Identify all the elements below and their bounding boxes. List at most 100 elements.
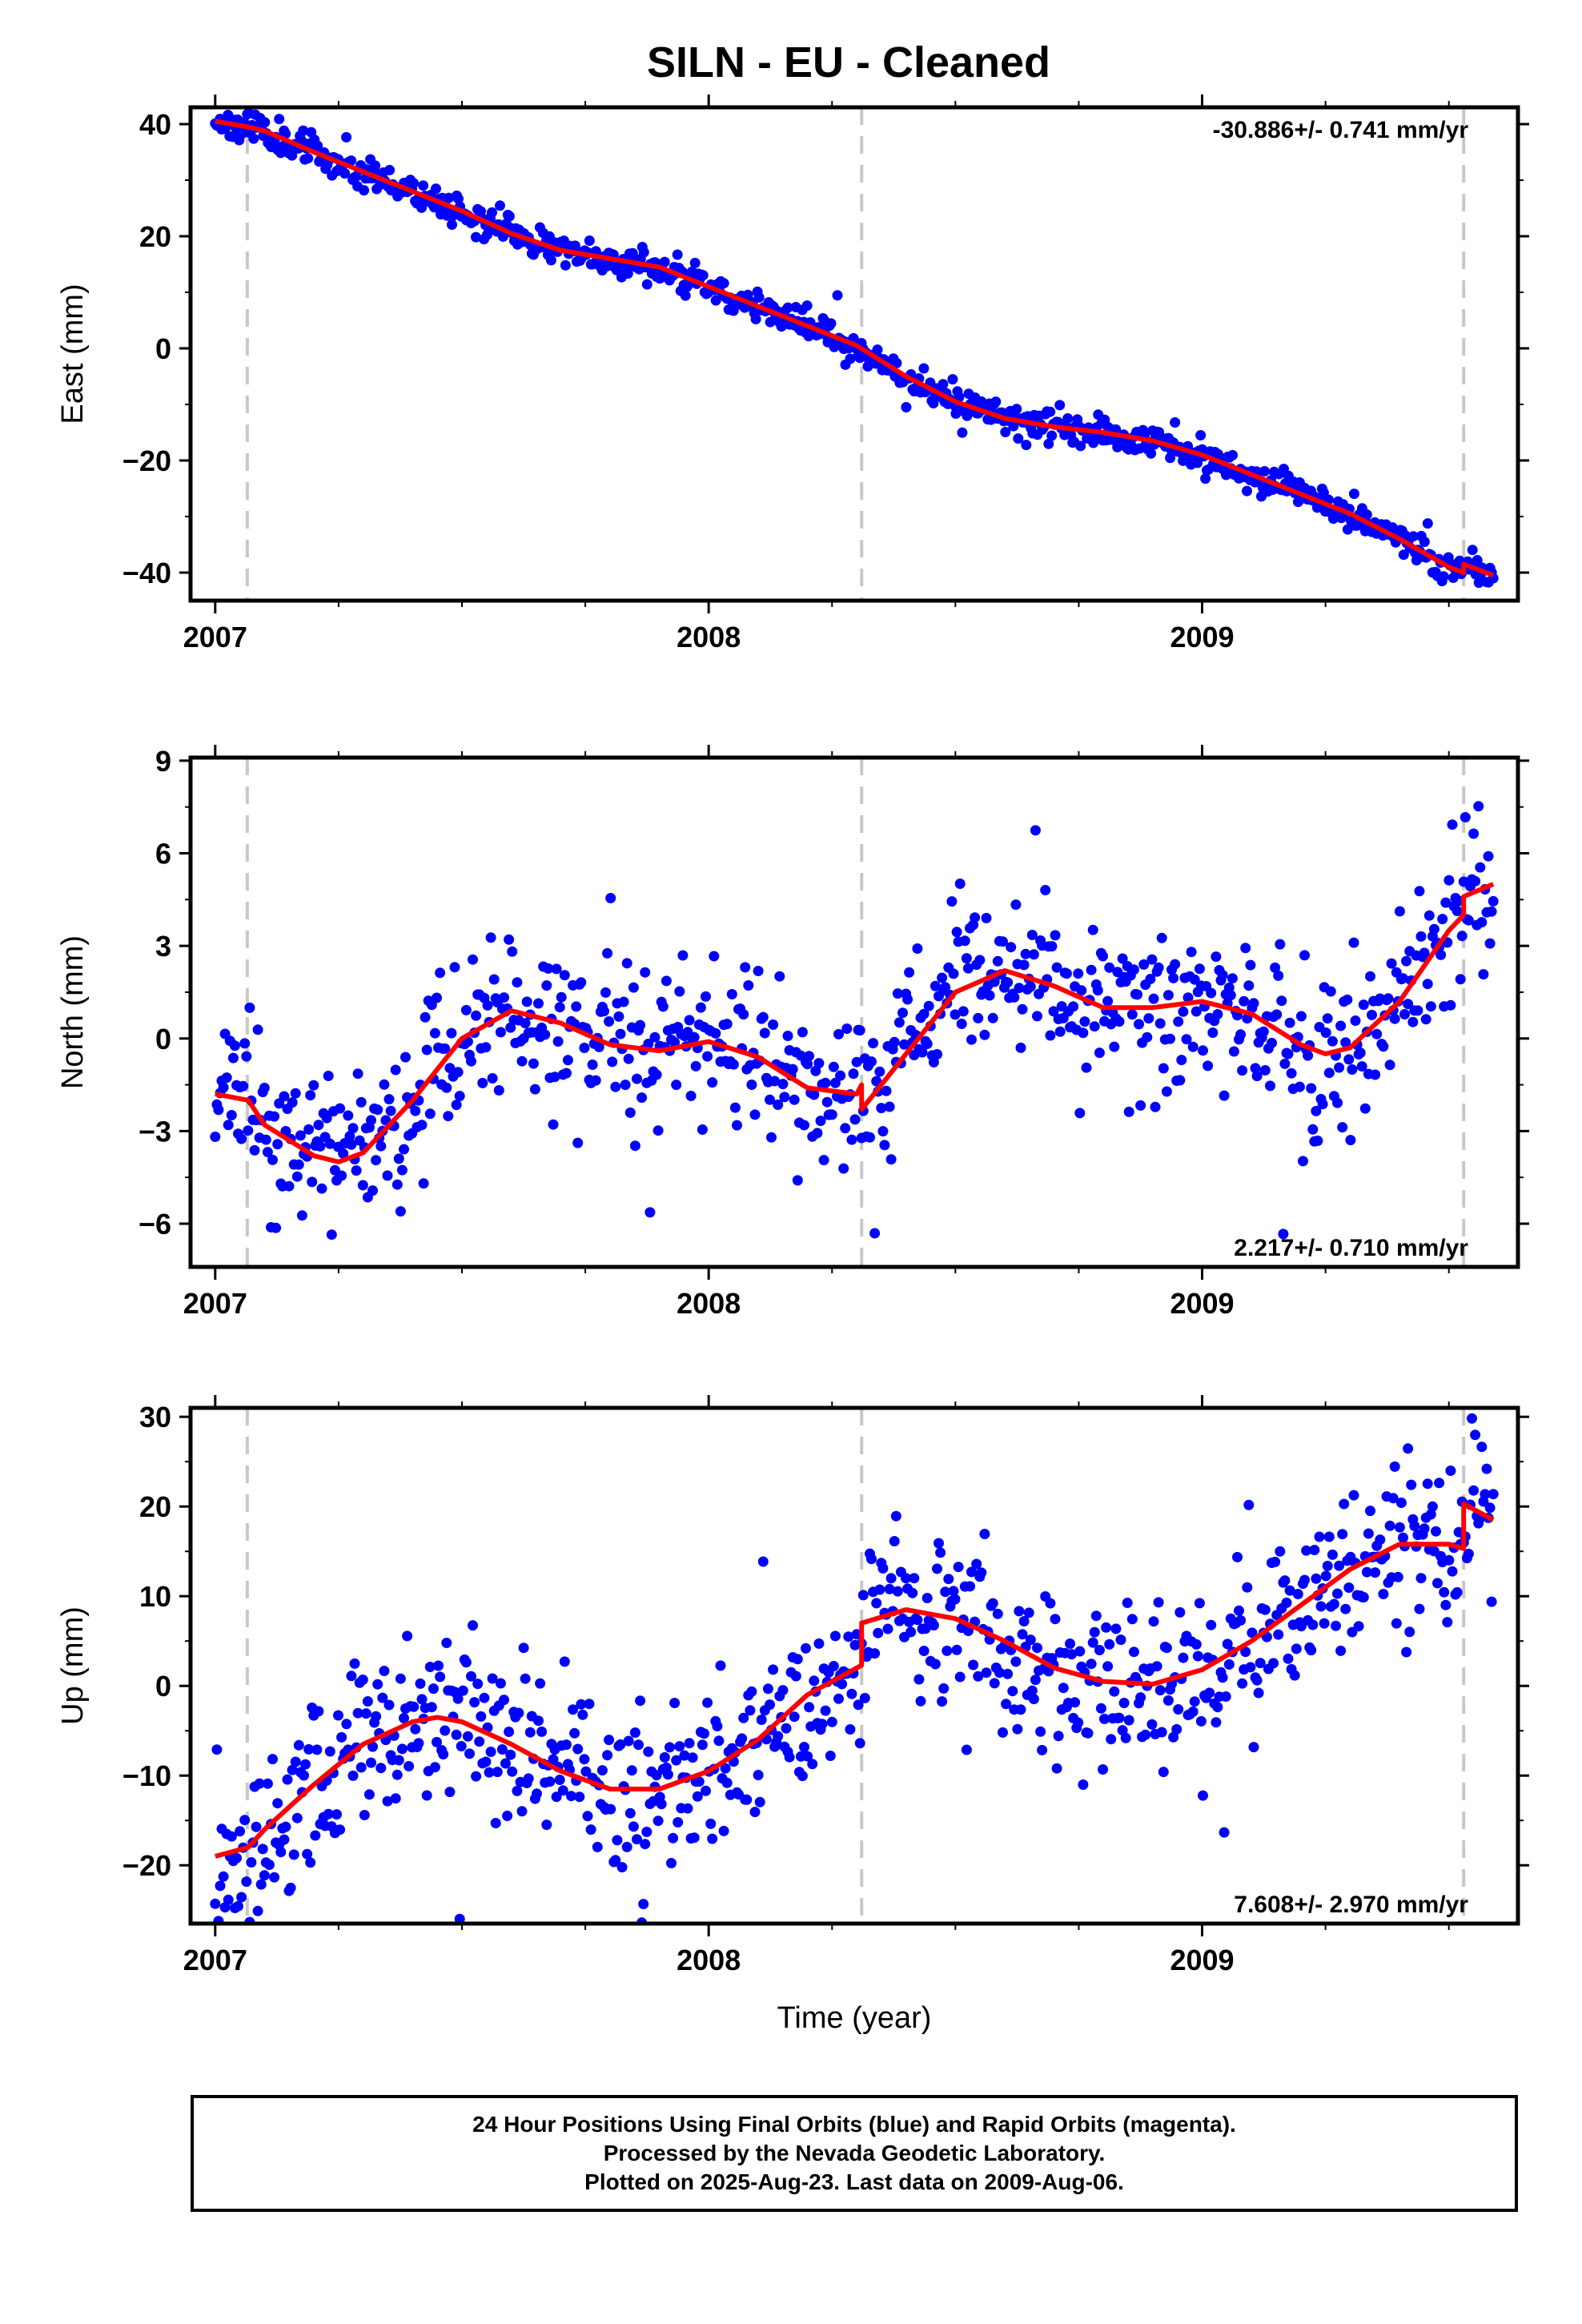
data-point [520, 1673, 531, 1684]
data-point [629, 1140, 640, 1152]
y-axis-label: Up (mm) [56, 1606, 90, 1725]
data-point [227, 1052, 239, 1063]
data-point [1126, 1614, 1138, 1625]
data-point [702, 1051, 713, 1062]
y-tick-label: −6 [139, 1208, 171, 1240]
data-point [357, 1675, 368, 1685]
data-point [893, 1017, 905, 1028]
data-point [779, 1092, 790, 1103]
data-point [468, 954, 478, 965]
y-tick-label: −3 [139, 1115, 171, 1148]
data-point [909, 1573, 920, 1584]
data-point [1432, 1578, 1443, 1589]
data-point [1422, 979, 1433, 990]
data-point [1054, 1026, 1066, 1037]
data-point [846, 1134, 857, 1145]
data-point [300, 1759, 311, 1770]
data-point [954, 879, 966, 889]
data-point [375, 1140, 387, 1152]
data-point [241, 1051, 252, 1062]
data-point [718, 278, 729, 289]
data-point [262, 1778, 273, 1789]
data-point [518, 1642, 529, 1654]
data-point [579, 1043, 590, 1053]
data-point [469, 1697, 480, 1708]
data-point [959, 935, 970, 947]
data-point [1340, 1037, 1351, 1048]
data-point [344, 1131, 355, 1142]
data-point [1420, 1014, 1431, 1025]
data-point [689, 1031, 700, 1043]
data-point [1076, 985, 1087, 996]
data-point [973, 1671, 984, 1682]
data-point [1445, 999, 1456, 1011]
data-point [303, 1124, 315, 1135]
data-point [1109, 1041, 1120, 1052]
data-point [246, 1857, 257, 1868]
data-point [1198, 1045, 1208, 1056]
data-point [566, 1791, 576, 1802]
data-point [769, 1076, 781, 1087]
data-point [1211, 1717, 1222, 1728]
data-point [1406, 1479, 1417, 1490]
data-point [299, 1770, 309, 1781]
data-point [661, 975, 672, 987]
data-point [1394, 906, 1405, 917]
data-point [607, 1976, 617, 1987]
data-point [1342, 994, 1353, 1005]
data-point [1292, 1589, 1303, 1599]
data-point [897, 1007, 908, 1019]
data-point [753, 1770, 764, 1780]
data-point [488, 974, 500, 985]
data-point [618, 996, 629, 1007]
data-point [1010, 1656, 1022, 1667]
data-point [1146, 1719, 1158, 1730]
y-tick-label: −20 [122, 1849, 171, 1882]
data-point [260, 1134, 271, 1145]
data-point [901, 1573, 912, 1584]
data-point [347, 1123, 359, 1134]
data-point [1435, 949, 1447, 960]
data-point [987, 1598, 998, 1609]
data-point [673, 1817, 684, 1827]
y-tick-label: 0 [155, 1023, 171, 1055]
data-point [1128, 1647, 1139, 1658]
data-point [524, 1727, 536, 1738]
data-point [695, 1002, 706, 1013]
data-point [702, 1697, 713, 1708]
data-point [385, 1105, 396, 1116]
data-point [912, 943, 923, 954]
data-point [593, 1041, 604, 1052]
data-point [1299, 1574, 1310, 1586]
data-point [338, 1148, 349, 1159]
data-point [1323, 1068, 1335, 1079]
data-point [285, 1882, 296, 1893]
data-point [998, 1727, 1008, 1738]
data-point [1187, 1041, 1199, 1052]
data-point [1001, 1699, 1012, 1710]
data-point [829, 1630, 841, 1642]
data-point [848, 1068, 859, 1080]
data-point [393, 1153, 404, 1164]
data-point [677, 950, 689, 961]
data-point [384, 164, 396, 175]
data-point [504, 1727, 515, 1737]
data-point [713, 1735, 725, 1747]
data-point [293, 1159, 304, 1170]
data-point [1337, 1122, 1348, 1133]
data-point [620, 1080, 631, 1091]
data-point [263, 1860, 275, 1870]
data-point [1015, 1704, 1026, 1715]
data-point [1273, 970, 1284, 981]
data-point [671, 1080, 682, 1091]
data-point [1275, 939, 1286, 950]
data-point [449, 962, 460, 973]
data-point [687, 1752, 698, 1763]
data-point [1075, 440, 1086, 452]
data-point [1028, 1694, 1039, 1705]
data-point [890, 1510, 901, 1522]
data-point [1419, 1523, 1430, 1534]
data-point [471, 231, 481, 243]
data-point [554, 1002, 565, 1013]
data-point [1463, 915, 1474, 926]
